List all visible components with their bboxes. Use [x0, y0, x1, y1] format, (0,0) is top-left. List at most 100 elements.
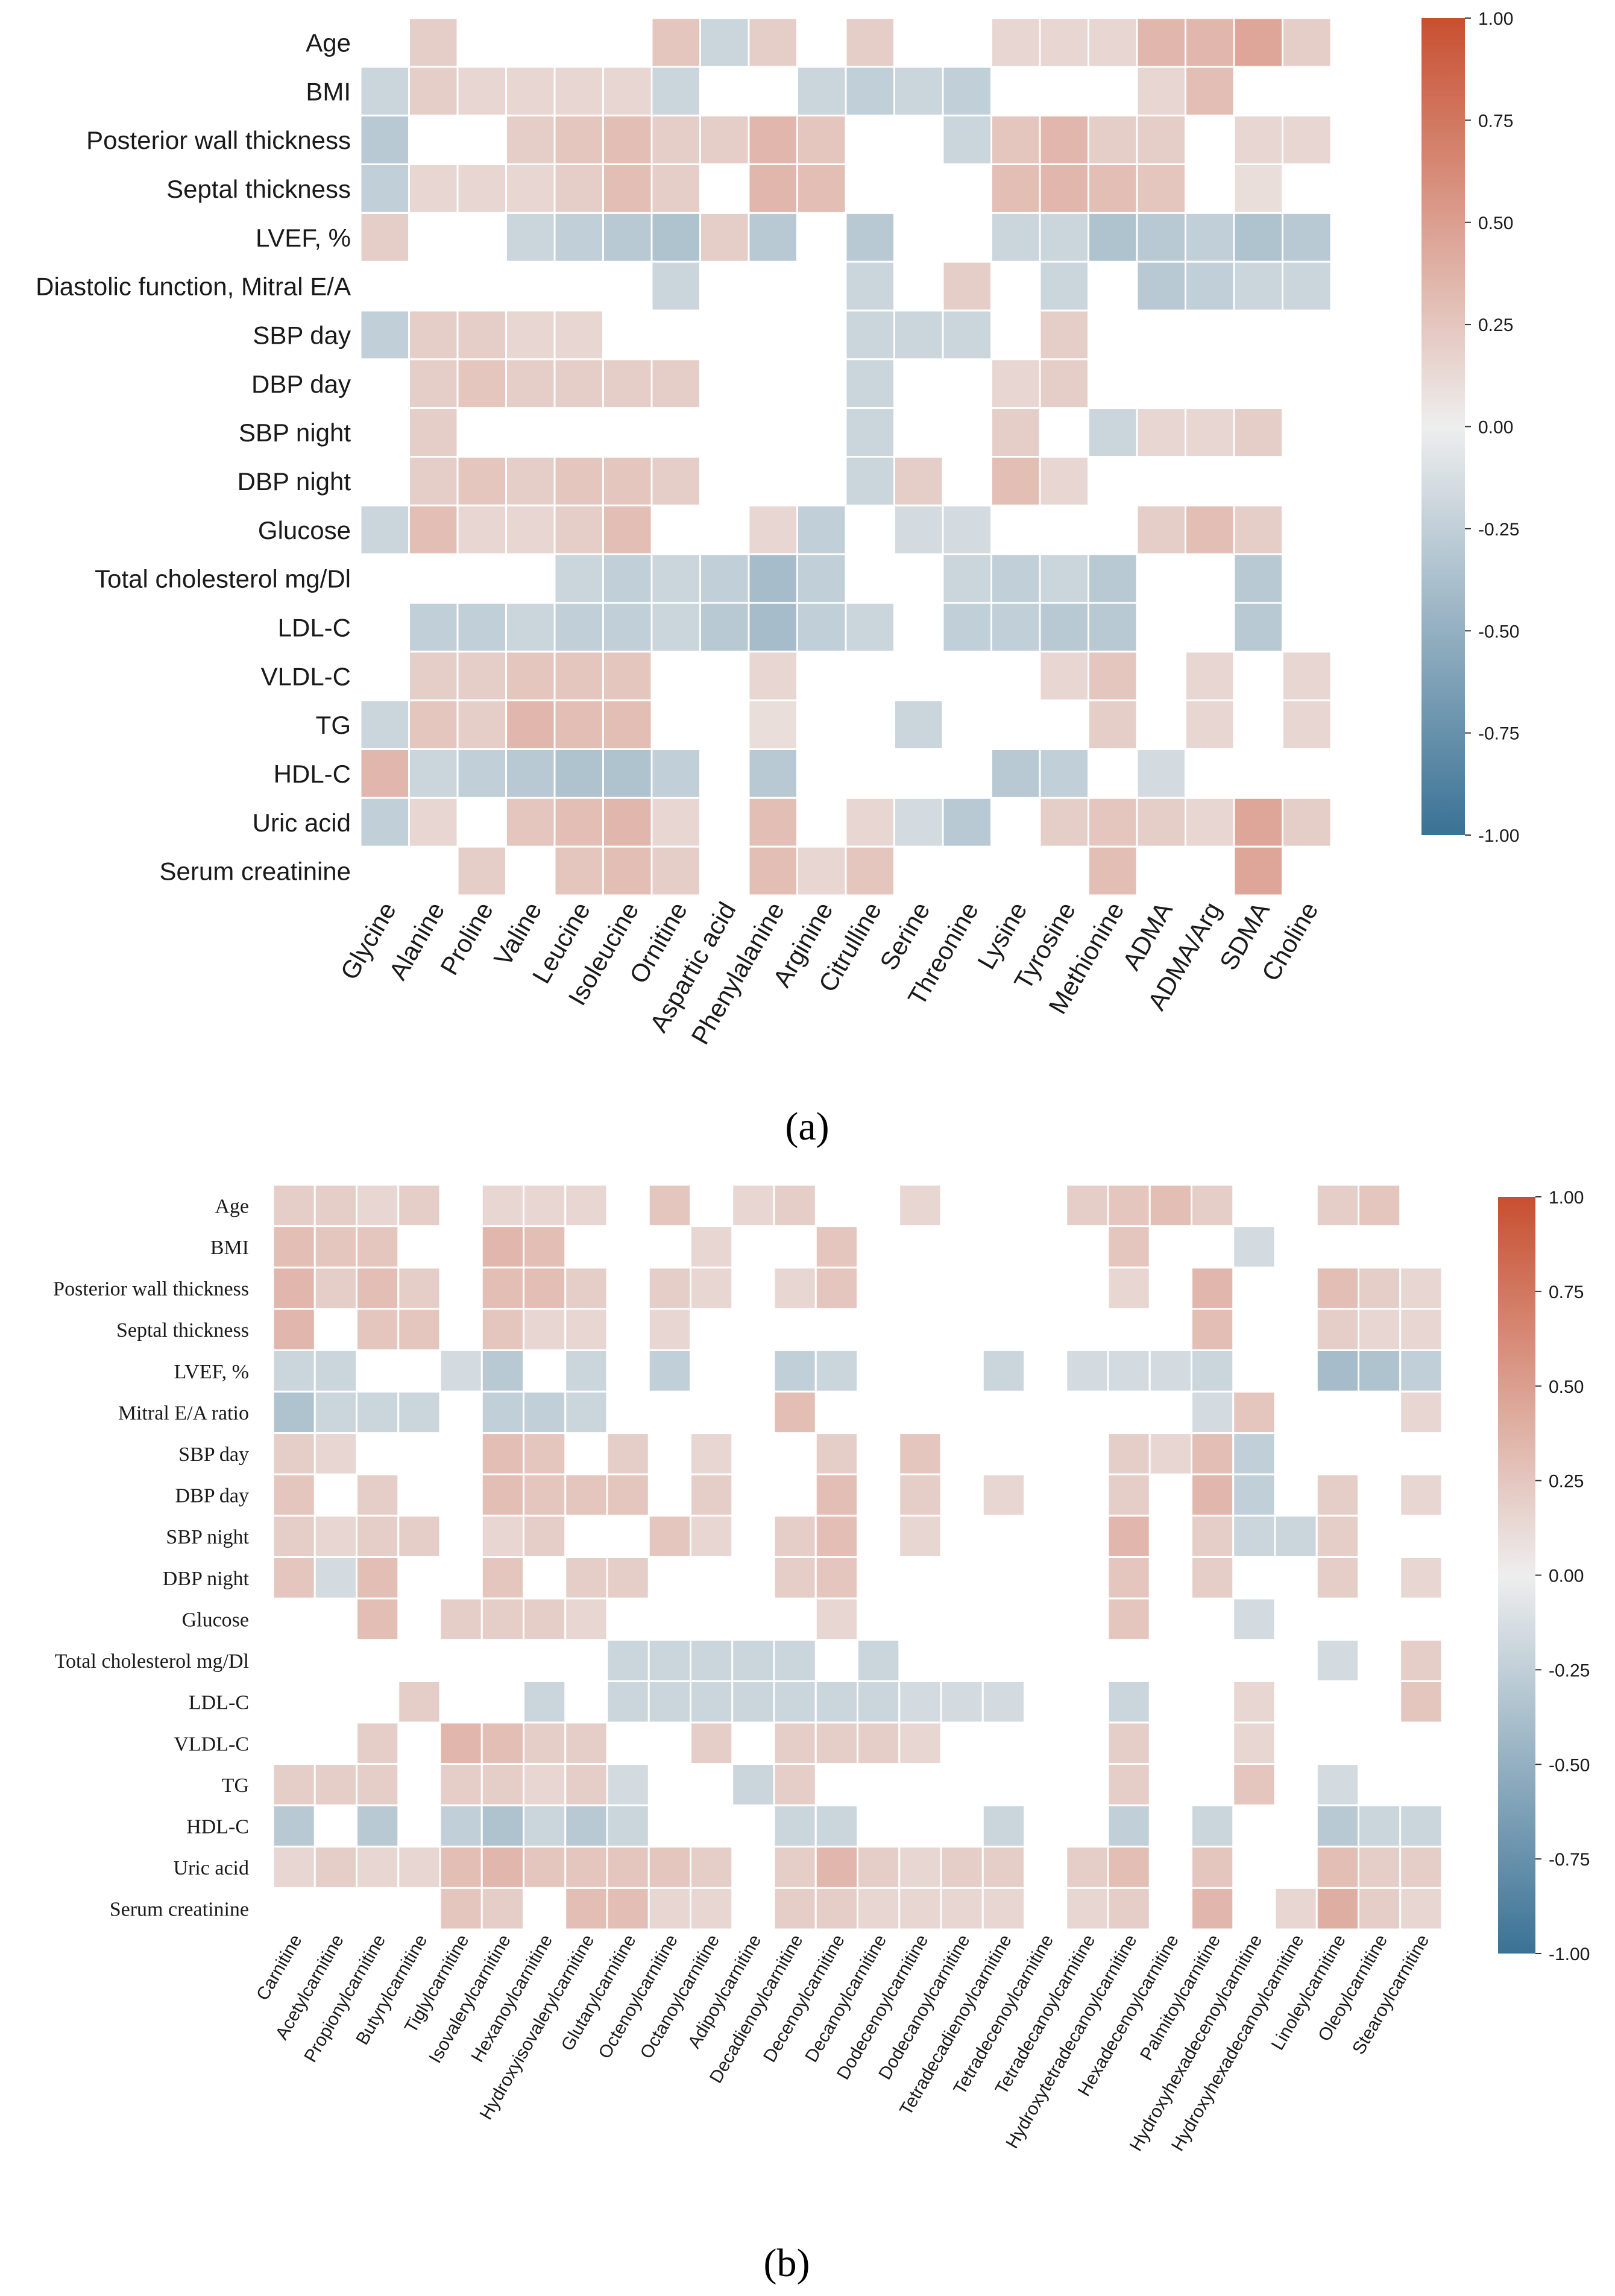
heatmap-b-cell — [690, 1266, 734, 1310]
heatmap-b-cell — [1065, 1887, 1109, 1931]
heatmap-a-cell — [893, 504, 944, 555]
heatmap-a-cell — [505, 309, 556, 361]
heatmap-b-cell — [606, 1763, 650, 1806]
heatmap-b-cell — [814, 1473, 858, 1517]
heatmap-a-cell — [650, 358, 701, 409]
heatmap-b-cell — [606, 1846, 650, 1889]
heatmap-b-cell — [564, 1266, 608, 1310]
heatmap-a-cell — [1233, 163, 1283, 214]
heatmap-b-cell — [1358, 1846, 1402, 1889]
heatmap-a-cell — [408, 309, 459, 361]
heatmap-a-cell — [408, 651, 459, 702]
heatmap-a-column-labels: GlycineAlanineProlineValineLeucineIsoleu… — [335, 897, 1323, 1049]
heatmap-b-cell — [814, 1887, 858, 1931]
heatmap-a-cell — [602, 553, 653, 604]
heatmap-a-cell — [505, 602, 556, 653]
heatmap-a-cell — [505, 456, 556, 506]
heatmap-b-cell — [439, 1887, 483, 1931]
heatmap-a-cell — [748, 17, 798, 68]
heatmap-b-cell — [1107, 1225, 1151, 1269]
heatmap-a-cell — [456, 504, 507, 555]
row-label-dbp-day: DBP day — [175, 1485, 249, 1507]
heatmap-b-cell — [1065, 1184, 1109, 1228]
heatmap-b-cell — [857, 1639, 901, 1682]
heatmap-a-cell — [602, 115, 653, 165]
heatmap-b-cell — [606, 1887, 650, 1931]
heatmap-a-cell — [1039, 796, 1089, 848]
row-label-sbp-night: SBP night — [166, 1526, 249, 1548]
heatmap-b-cell — [356, 1597, 400, 1641]
heatmap-a-cell — [602, 748, 653, 799]
heatmap-b-cell — [397, 1680, 441, 1724]
heatmap-a-cell — [990, 212, 1041, 263]
heatmap-b-cell — [564, 1846, 608, 1889]
heatmap-a-cell — [650, 845, 701, 897]
heatmap-a-cell — [505, 651, 556, 702]
heatmap-a-cell — [1088, 699, 1138, 751]
heatmap-b-cell — [1315, 1308, 1359, 1351]
heatmap-b-cell — [1191, 1556, 1235, 1600]
heatmap-a-cell — [1039, 748, 1089, 799]
heatmap-a-cell — [650, 553, 701, 604]
heatmap-a-cell — [505, 699, 556, 751]
heatmap-a-cell — [1282, 260, 1332, 312]
heatmap-b-cell — [1065, 1349, 1109, 1393]
heatmap-a-cell — [1088, 796, 1138, 848]
heatmap-a-cell — [553, 796, 604, 848]
heatmap-a-cell — [1185, 17, 1235, 68]
colorbar-a-tick-label: -0.25 — [1478, 520, 1519, 540]
heatmap-a-cell — [650, 602, 701, 653]
heatmap-a-cell — [1136, 796, 1186, 848]
row-label-vldl-c: VLDL-C — [261, 662, 351, 690]
row-label-mitral-e-a-ratio: Mitral E/A ratio — [118, 1402, 249, 1424]
heatmap-a-cell — [602, 602, 653, 653]
row-label-septal-thickness: Septal thickness — [166, 175, 351, 203]
heatmap-b-cell — [981, 1680, 1025, 1724]
heatmap-a-cell — [1185, 504, 1235, 555]
heatmap-b-cell — [981, 1804, 1025, 1848]
heatmap-b-cell — [439, 1597, 483, 1641]
heatmap-b-cell — [773, 1266, 817, 1310]
heatmap-a-cell — [505, 115, 556, 165]
row-label-uric-acid: Uric acid — [173, 1857, 249, 1879]
heatmap-a-cell — [408, 602, 459, 653]
heatmap-b-cell — [313, 1846, 357, 1889]
heatmap-b-cell — [690, 1846, 734, 1889]
heatmap-b-cell — [523, 1721, 567, 1765]
heatmap-a-cell — [1136, 17, 1186, 68]
heatmap-b-cell — [272, 1432, 316, 1475]
heatmap-a-cell — [650, 796, 701, 848]
heatmap-a-cell — [553, 845, 604, 897]
heatmap-b-cell — [1107, 1184, 1151, 1228]
heatmap-a-cell — [456, 602, 507, 653]
heatmap-a-cell — [990, 17, 1041, 68]
row-label-hdl-c: HDL-C — [274, 760, 351, 788]
heatmap-b-cell — [397, 1515, 441, 1558]
heatmap-a-cell — [1088, 17, 1138, 68]
row-label-tg: TG — [316, 711, 351, 739]
heatmap-b-cell — [1191, 1804, 1235, 1848]
heatmap-b-cell — [272, 1556, 316, 1600]
heatmap-a-cell — [553, 699, 604, 751]
heatmap-b-cell — [439, 1804, 483, 1848]
heatmap-b-cell — [1107, 1266, 1151, 1310]
heatmap-a-cell — [990, 456, 1041, 506]
heatmap-a-cell — [359, 66, 410, 117]
heatmap-b-cell — [313, 1225, 357, 1269]
heatmap-a-cell — [1233, 407, 1283, 458]
heatmap-a-cell — [359, 699, 410, 751]
heatmap-b-cell — [731, 1184, 775, 1228]
heatmap-a-cell — [845, 212, 895, 263]
heatmap-b-cell — [606, 1680, 650, 1724]
heatmap-a-cell — [456, 358, 507, 409]
heatmap-b-cell — [1232, 1721, 1276, 1765]
heatmap-a-cell — [796, 115, 847, 165]
heatmap-b-cell — [1399, 1887, 1443, 1931]
heatmap-b-cell — [1358, 1887, 1402, 1931]
row-label-serum-creatinine: Serum creatinine — [110, 1899, 249, 1921]
heatmap-a-cell — [1088, 553, 1138, 604]
heatmap-b-cell — [1148, 1432, 1192, 1475]
heatmap-b-cell — [523, 1680, 567, 1724]
heatmap-a-cell — [990, 602, 1041, 653]
heatmap-a-cell — [1039, 456, 1089, 506]
